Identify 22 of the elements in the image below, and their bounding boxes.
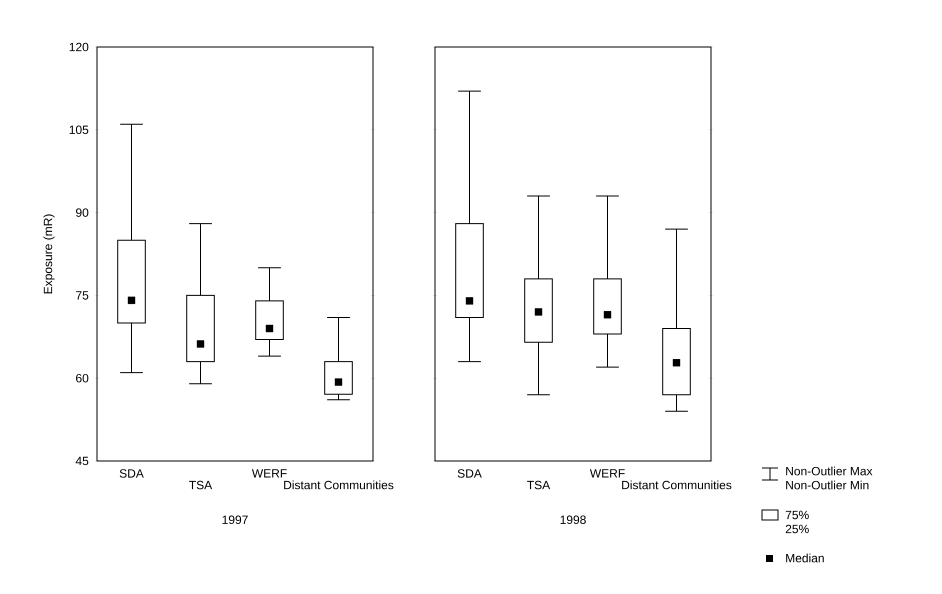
y-tick-label: 75 xyxy=(76,291,88,300)
x-tick-label: TSA xyxy=(527,480,550,490)
x-tick-label: SDA xyxy=(120,469,144,478)
y-tick-label: 45 xyxy=(76,456,88,466)
x-axis-title: 1998 xyxy=(560,516,586,524)
x-tick-label: SDA xyxy=(458,469,482,478)
text: Non-Outlier Max xyxy=(786,466,872,476)
y-tick-label: 105 xyxy=(70,126,88,134)
y-tick-label: 60 xyxy=(76,374,88,382)
x-tick-label: WERF xyxy=(590,469,625,478)
text: Non-Outlier Min xyxy=(786,480,868,490)
text: 75% xyxy=(786,510,809,520)
y-axis-title: Exposure (mR) xyxy=(43,214,55,294)
x-tick-label: TSA xyxy=(189,480,212,490)
x-axis-title: 1997 xyxy=(222,516,248,524)
text: Median xyxy=(786,554,824,562)
y-tick-label: 120 xyxy=(70,42,88,52)
x-tick-label: Distant Communities xyxy=(622,480,732,490)
y-tick-label: 90 xyxy=(76,208,88,217)
text: 25% xyxy=(786,524,809,534)
x-tick-label: Distant Communities xyxy=(284,480,394,490)
x-tick-label: WERF xyxy=(252,469,287,478)
